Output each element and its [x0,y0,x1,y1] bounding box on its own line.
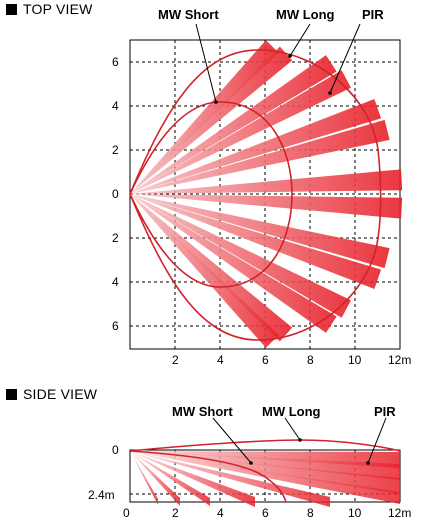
pir-beam [130,46,293,194]
x-tick: 2 [172,353,179,367]
side-mw-short-leader-dot [249,461,253,465]
side-mw-long-leader-dot [298,438,302,442]
top-view-title-text: TOP VIEW [23,1,93,17]
mw-long-leader-dot [288,54,292,58]
side-x-tick: 0 [123,506,130,520]
pir-beam [130,99,382,194]
y-tick: 4 [112,99,119,113]
pir-beam [130,70,351,194]
callout-pir: PIR [362,7,384,22]
x-tick: 4 [217,353,224,367]
mw-short-pattern-side [129,450,287,503]
mw-long-pattern-top [129,49,382,341]
pir-beam [130,119,390,194]
mw-short-leader [195,23,217,103]
side-x-tick: 6 [262,506,269,520]
square-bullet-icon [6,3,17,15]
y-tick: 4 [112,275,119,289]
side-x-tick: 12m [388,506,412,520]
side-x-tick: 8 [307,506,314,520]
pir-beam-side [130,451,255,507]
side-callout-pir: PIR [374,404,396,419]
pir-beam [130,194,293,342]
side-y-tick: 0 [112,443,119,457]
side-y-tick: 2.4m [88,488,115,502]
side-pir-leader [367,417,387,464]
y-tick: 6 [112,319,119,333]
side-view-title: SIDE VIEW [6,386,97,402]
pir-beam [130,194,351,318]
pir-beam-side [130,451,330,507]
top-view-title: TOP VIEW [6,1,93,17]
pir-beam-side [130,451,158,505]
top-view-grid [130,40,400,349]
pir-beam [130,194,390,269]
side-view-title-text: SIDE VIEW [23,386,98,402]
side-callout-mw-short: MW Short [172,404,233,419]
mw-short-pattern-top [129,101,293,288]
side-x-tick: 10 [348,506,362,520]
side-mw-short-leader [212,417,252,464]
x-tick: 12m [388,353,412,367]
callout-mw-short: MW Short [158,7,219,22]
pir-beam-side [130,451,180,506]
pir-beam [130,194,337,333]
side-mw-long-leader [284,417,301,441]
pir-leader [329,23,361,94]
x-tick: 8 [307,353,314,367]
square-bullet-icon [6,388,17,400]
side-x-tick: 4 [217,506,224,520]
pir-leader-dot [328,91,332,95]
side-x-tick: 2 [172,506,179,520]
mw-long-pattern-side [129,439,401,452]
pir-beam [130,194,403,219]
mw-long-leader [289,23,311,57]
y-tick: 6 [112,55,119,69]
side-callout-mw-long: MW Long [262,404,321,419]
side-pir-leader-dot [366,461,370,465]
x-tick: 6 [262,353,269,367]
pir-beam [130,194,279,348]
y-tick: 2 [112,231,119,245]
y-tick: 2 [112,143,119,157]
pir-beams-top [130,40,403,348]
pir-beam [130,169,403,194]
pir-beam [130,194,382,289]
callout-mw-long: MW Long [276,7,335,22]
x-tick: 10 [348,353,362,367]
pir-beam-side [130,451,210,506]
pir-beam [130,40,279,194]
pir-beam [130,55,337,195]
y-tick: 0 [112,187,119,201]
mw-short-leader-dot [214,100,218,104]
